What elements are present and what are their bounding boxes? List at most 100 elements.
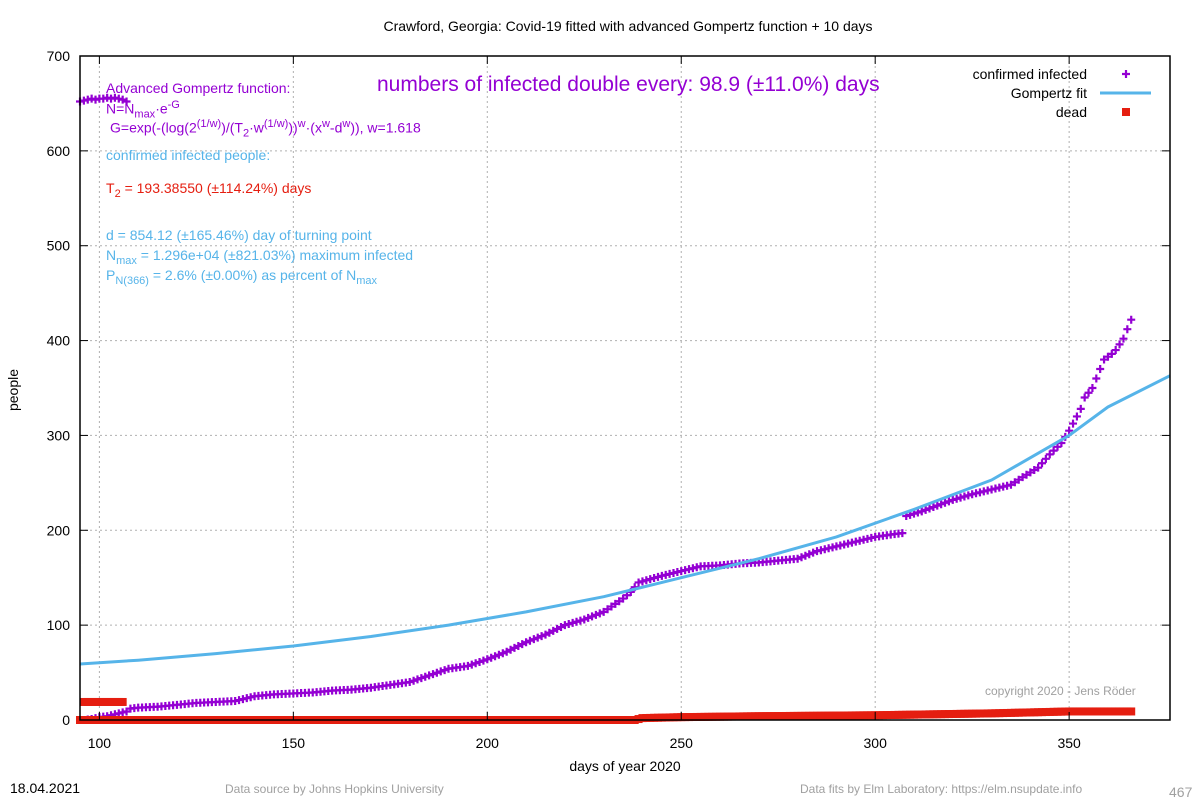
- infected-point: [572, 617, 581, 626]
- infected-point: [634, 578, 643, 587]
- footer-number: 467: [1169, 784, 1193, 800]
- y-tick-label: 600: [47, 143, 71, 159]
- series-confirmed-infected: [76, 93, 1136, 724]
- infected-point: [960, 492, 969, 501]
- infected-point: [471, 659, 480, 668]
- infected-point: [929, 503, 938, 512]
- infected-point: [409, 676, 418, 685]
- infected-point: [1069, 419, 1078, 428]
- infected-point: [921, 505, 930, 514]
- x-tick-label: 350: [1057, 735, 1081, 751]
- grid: [80, 56, 1170, 720]
- y-tick-label: 700: [47, 48, 71, 64]
- infected-point: [591, 610, 600, 619]
- infected-point: [1127, 315, 1136, 324]
- dead-point: [118, 697, 127, 706]
- infected-point: [1045, 450, 1054, 459]
- x-tick-label: 200: [476, 735, 500, 751]
- infected-point: [646, 575, 655, 584]
- series-Gompertz-fit: [79, 374, 1171, 666]
- infected-point: [483, 655, 492, 664]
- infected-point: [650, 574, 659, 583]
- infected-point: [479, 656, 488, 665]
- infected-point: [1119, 334, 1128, 343]
- infected-point: [1115, 340, 1124, 349]
- infected-point: [525, 636, 534, 645]
- y-axis-label: people: [5, 369, 21, 411]
- infected-point: [560, 621, 569, 630]
- pn-value: PN(366) = 2.6% (±0.00%) as percent of Nm…: [106, 267, 378, 287]
- footer-source: Data source by Johns Hopkins University: [225, 782, 444, 796]
- infected-point: [463, 661, 472, 670]
- formula-n: N=Nmax·e-G: [106, 99, 180, 121]
- infected-point: [491, 652, 500, 661]
- infected-point: [529, 635, 538, 644]
- infected-point: [809, 548, 818, 557]
- y-tick-label: 0: [62, 712, 70, 728]
- footer-date: 18.04.2021: [10, 780, 81, 796]
- chart-title: Crawford, Georgia: Covid-19 fitted with …: [383, 18, 872, 34]
- function-title: Advanced Gompertz function:: [106, 80, 291, 96]
- infected-point: [576, 616, 585, 625]
- infected-point: [467, 660, 476, 669]
- infected-point: [475, 657, 484, 666]
- infected-point: [533, 633, 542, 642]
- fit-line: [79, 374, 1171, 666]
- legend: confirmed infected Gompertz fit dead: [973, 66, 1151, 120]
- infected-point: [1088, 384, 1097, 392]
- infected-point: [564, 620, 573, 629]
- infected-point: [425, 671, 434, 680]
- infected-point: [498, 649, 507, 658]
- infected-point: [1072, 412, 1081, 421]
- legend-label: dead: [1056, 104, 1087, 120]
- copyright: copyright 2020 - Jens Röder: [985, 684, 1136, 698]
- infected-point: [122, 97, 131, 106]
- infected-point: [944, 497, 953, 506]
- y-tick-label: 500: [47, 238, 71, 254]
- infected-point: [421, 672, 430, 681]
- y-tick-label: 400: [47, 333, 71, 349]
- infected-point: [1065, 426, 1074, 435]
- legend-label: confirmed infected: [973, 66, 1087, 82]
- doubling-text: numbers of infected double every: 98.9 (…: [377, 73, 880, 96]
- infected-point: [933, 501, 942, 510]
- infected-point: [1034, 463, 1043, 472]
- infected-point: [1107, 349, 1116, 358]
- infected-point: [952, 494, 961, 503]
- footer-fits: Data fits by Elm Laboratory: https://elm…: [800, 782, 1083, 796]
- x-tick-label: 100: [88, 735, 112, 751]
- infected-point: [487, 653, 496, 662]
- legend-label: Gompertz fit: [1011, 85, 1087, 101]
- infected-point: [595, 609, 604, 618]
- infected-point: [428, 670, 437, 679]
- infected-point: [440, 666, 449, 675]
- infected-point: [956, 493, 965, 502]
- infected-point: [805, 550, 814, 559]
- infected-point: [1111, 346, 1120, 355]
- legend-marker-plus: [1122, 70, 1130, 78]
- infected-point: [1053, 442, 1062, 451]
- infected-point: [1096, 365, 1105, 374]
- infected-point: [405, 678, 414, 687]
- nmax-value: Nmax = 1.296e+04 (±821.03%) maximum infe…: [106, 247, 414, 267]
- confirmed-label: confirmed infected people:: [106, 147, 271, 163]
- infected-point: [588, 612, 597, 621]
- infected-point: [925, 504, 934, 513]
- legend-marker-square: [1122, 108, 1130, 116]
- infected-point: [898, 529, 907, 538]
- infected-point: [913, 508, 922, 517]
- infected-point: [413, 675, 422, 684]
- x-tick-label: 150: [282, 735, 306, 751]
- x-tick-label: 250: [670, 735, 694, 751]
- infected-point: [580, 615, 589, 624]
- infected-point: [537, 632, 546, 641]
- t2-value: T2 = 193.38550 (±114.24%) days: [106, 180, 312, 200]
- infected-point: [494, 650, 503, 659]
- infected-point: [642, 576, 651, 585]
- infected-point: [522, 638, 531, 647]
- x-axis-label: days of year 2020: [569, 758, 681, 774]
- formula-g: G=exp(-(log(2(1/w))/(T2·w(1/w)))w·(xw-dw…: [110, 118, 421, 140]
- infected-point: [1041, 454, 1050, 463]
- infected-point: [917, 507, 926, 516]
